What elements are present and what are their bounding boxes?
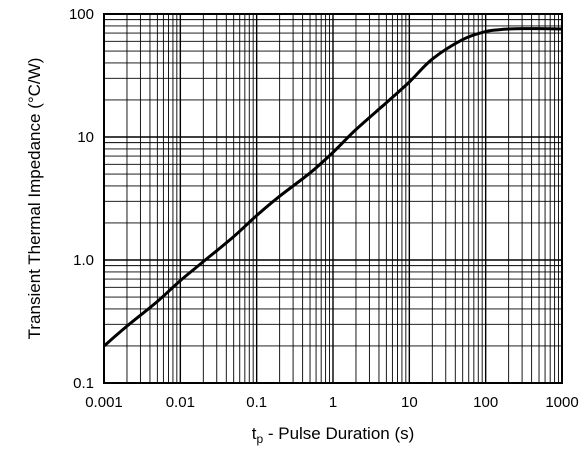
y-axis-title: Transient Thermal Impedance (°C/W) xyxy=(25,58,44,340)
x-axis-title-rest: - Pulse Duration (s) xyxy=(263,424,414,443)
x-tick-label: 10 xyxy=(401,394,418,411)
x-tick-label: 0.1 xyxy=(246,394,267,411)
x-axis-title-main: t xyxy=(252,424,257,443)
y-tick-label: 100 xyxy=(69,6,94,23)
x-axis-title: tp - Pulse Duration (s) xyxy=(252,424,415,446)
x-tick-label: 1 xyxy=(329,394,337,411)
x-tick-labels: 0.001 0.01 0.1 1 10 100 1000 xyxy=(85,394,578,411)
plot-frame xyxy=(103,13,563,384)
y-tick-label: 10 xyxy=(77,129,94,146)
x-tick-label: 0.001 xyxy=(85,394,123,411)
x-tick-label: 100 xyxy=(473,394,498,411)
x-axis-title-subscript: p xyxy=(256,432,263,446)
x-tick-label: 0.01 xyxy=(166,394,195,411)
y-tick-label: 1.0 xyxy=(73,252,94,269)
x-tick-label: 1000 xyxy=(545,394,578,411)
series-line xyxy=(103,27,563,348)
y-tick-label: 0.1 xyxy=(73,375,94,392)
y-tick-labels: 0.1 1.0 10 100 xyxy=(69,6,94,392)
